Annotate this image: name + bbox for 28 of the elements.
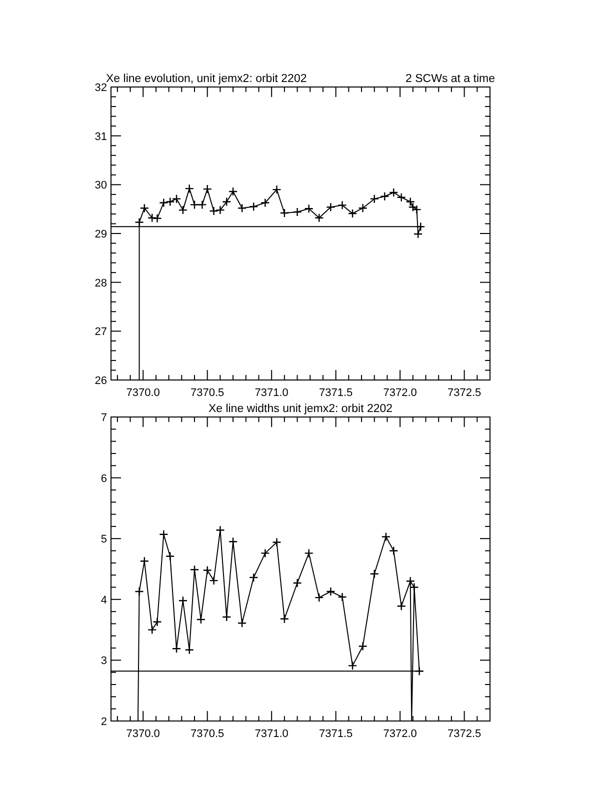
x-tick-label: 7372.5: [447, 387, 482, 399]
chart-title: Xe line widths unit jemx2: orbit 2202: [208, 403, 393, 415]
x-tick-label: 7372.0: [383, 387, 417, 399]
y-tick-label: 5: [100, 534, 107, 546]
x-tick-label: 7371.5: [319, 387, 353, 399]
x-tick-label: 7372.0: [383, 728, 417, 740]
y-tick-label: 29: [94, 228, 107, 240]
x-tick-label: 7370.5: [190, 728, 224, 740]
y-tick-label: 32: [94, 82, 107, 94]
y-tick-label: 26: [94, 375, 107, 387]
x-tick-label: 7370.0: [126, 387, 160, 399]
x-tick-label: 7371.0: [254, 387, 288, 399]
x-tick-label: 7371.0: [254, 728, 288, 740]
x-tick-label: 7372.5: [447, 728, 482, 740]
text: 2 SCWs at a time: [406, 73, 495, 85]
y-tick-label: 6: [100, 472, 107, 485]
y-tick-label: 27: [94, 326, 107, 338]
y-tick-label: 4: [100, 594, 107, 606]
x-tick-label: 7370.0: [126, 728, 160, 740]
y-tick-label: 7: [100, 412, 107, 424]
y-tick-label: 28: [94, 277, 107, 290]
chart-title: Xe line evolution, unit jemx2: orbit 2202: [106, 73, 307, 85]
x-tick-label: 7371.5: [319, 728, 353, 740]
y-tick-label: 31: [94, 130, 107, 143]
y-tick-label: 30: [94, 180, 107, 192]
y-tick-label: 2: [100, 716, 107, 728]
x-tick-label: 7370.5: [190, 387, 224, 399]
y-tick-label: 3: [100, 655, 107, 668]
